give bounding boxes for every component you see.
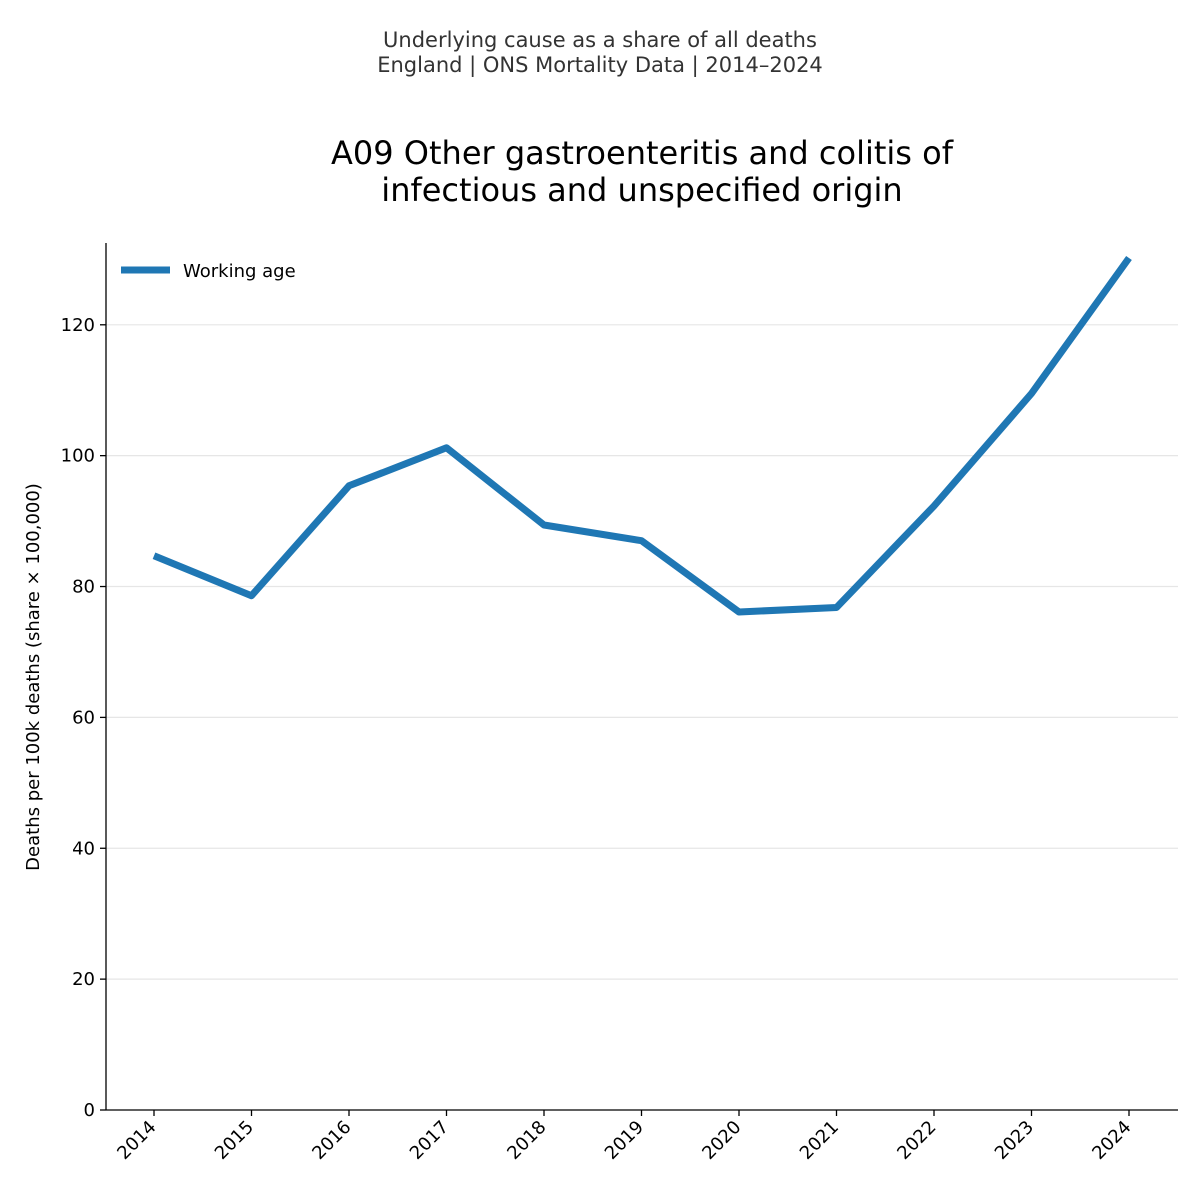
grid-lines: [106, 324, 1178, 980]
suptitle-line-1: Underlying cause as a share of all death…: [383, 28, 817, 52]
y-tick-label-0: 0: [84, 1100, 95, 1121]
y-tick-label-80: 80: [72, 577, 95, 598]
series-line-working-age: [152, 255, 1132, 616]
x-tick-label-2019: 2019: [601, 1117, 648, 1164]
y-tick-label-40: 40: [72, 838, 95, 859]
y-tick-label-60: 60: [72, 707, 95, 728]
y-axis-label: Deaths per 100k deaths (share × 100,000): [23, 483, 44, 871]
x-tick-label-2023: 2023: [991, 1117, 1038, 1164]
x-tick-label-2016: 2016: [308, 1117, 355, 1164]
x-tick-label-2018: 2018: [503, 1117, 550, 1164]
chart-title-line-1: A09 Other gastroenteritis and colitis of: [331, 134, 954, 172]
axes: [105, 243, 1178, 1111]
y-tick-label-120: 120: [61, 315, 95, 336]
x-tick-label-2024: 2024: [1088, 1117, 1135, 1164]
x-tick-label-2022: 2022: [893, 1117, 940, 1164]
x-tick-label-2017: 2017: [406, 1117, 453, 1164]
legend: Working age: [121, 261, 296, 282]
x-tick-label-2014: 2014: [113, 1117, 160, 1164]
y-tick-label-100: 100: [61, 446, 95, 467]
legend-label-working-age: Working age: [183, 261, 296, 282]
y-tick-label-20: 20: [72, 969, 95, 990]
x-tick-label-2015: 2015: [211, 1117, 258, 1164]
x-tick-label-2020: 2020: [698, 1117, 745, 1164]
ticks: 0 20 40 60 80 100 120 2014 2015 2016 2017 2018 2019 2…: [61, 315, 1136, 1164]
x-tick-label-2021: 2021: [796, 1117, 843, 1164]
chart-title-line-2: infectious and unspecified origin: [381, 171, 902, 209]
series-layer: [152, 255, 1132, 616]
suptitle-line-2: England | ONS Mortality Data | 2014–2024: [377, 53, 823, 77]
